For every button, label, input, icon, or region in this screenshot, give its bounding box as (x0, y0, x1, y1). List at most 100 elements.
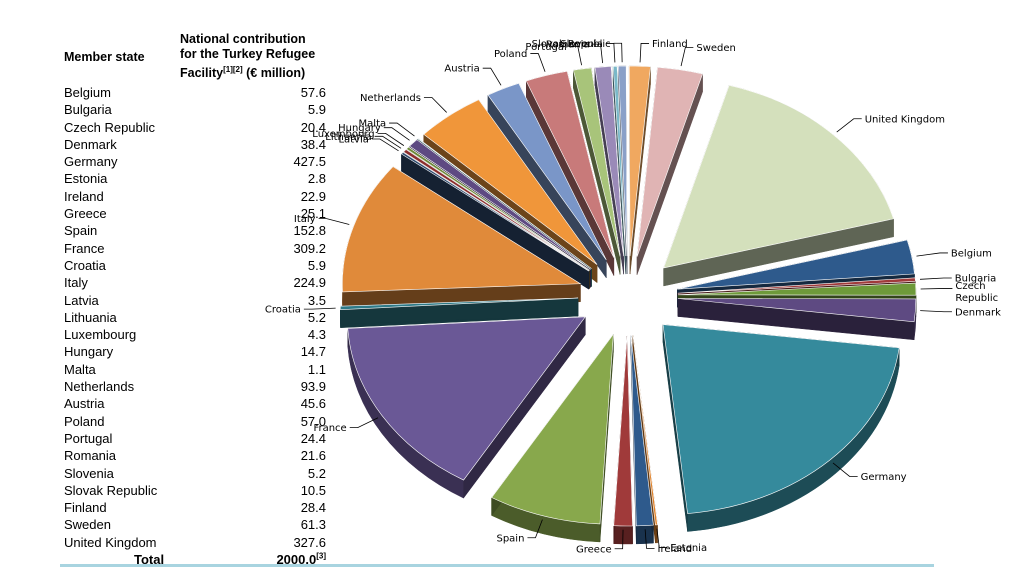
table-row: Italy 224.9 (62, 274, 332, 291)
table-row: Croatia 5.9 (62, 257, 332, 274)
table-row: Estonia 2.8 (62, 170, 332, 187)
row-state-name: Italy (64, 275, 88, 291)
pie-slice-france (347, 316, 586, 481)
leader-line-austria (482, 67, 502, 86)
slice-label-italy: Italy (294, 214, 316, 225)
row-state-name: Luxembourg (64, 327, 137, 343)
table-row: Czech Republic 20.4 (62, 119, 332, 136)
row-contribution-value: 309.2 (293, 240, 326, 256)
row-state-name: Greece (64, 206, 107, 222)
leader-line-croatia (303, 307, 336, 310)
header-contrib-unit: (€ million) (242, 66, 306, 81)
header-contrib-facility: Facility (180, 66, 224, 81)
row-state-name: Austria (64, 396, 105, 412)
row-contribution-value: 10.5 (300, 482, 326, 498)
pie-slice-denmark (677, 298, 917, 323)
table-row: Slovak Republic 10.5 (62, 482, 332, 499)
pie-slice-malta (417, 138, 592, 269)
table-row: Latvia 3.5 (62, 292, 332, 309)
table-row: Netherlands 93.9 (62, 378, 332, 395)
pie-slice-greece (613, 335, 633, 527)
leader-line-germany (832, 462, 858, 477)
row-state-name: Bulgaria (64, 102, 112, 118)
pie-slice-spain (491, 333, 614, 525)
pie-slice-bulgaria (677, 277, 916, 294)
row-contribution-value: 5.9 (307, 257, 326, 273)
pie-slice-slovak-republic (617, 65, 628, 257)
row-state-name: Germany (64, 154, 118, 170)
table-row: Austria 45.6 (62, 395, 332, 412)
slice-label-greece: Greece (576, 544, 612, 555)
row-state-name: Spain (64, 223, 98, 239)
row-contribution-value: 22.9 (300, 188, 326, 204)
slice-label-slovak-republic: Slovak Republic (532, 39, 611, 50)
slice-label-denmark: Denmark (955, 307, 1001, 318)
pie-slice-sweden (636, 67, 703, 257)
row-state-name: Estonia (64, 171, 108, 187)
row-state-name: Poland (64, 413, 105, 429)
pie-slice-italy (342, 166, 582, 293)
leader-line-finland (639, 43, 650, 63)
leader-line-lithuania (374, 135, 402, 149)
slice-label-hungary: Hungary (338, 123, 381, 134)
leader-line-united-kingdom (836, 118, 862, 133)
row-state-name: Denmark (64, 136, 117, 152)
leader-line-belgium (916, 252, 948, 257)
leader-line-malta (389, 122, 415, 137)
row-contribution-value: 5.2 (307, 465, 326, 481)
table-row: Luxembourg 4.3 (62, 326, 332, 343)
table-row: Poland 57.0 (62, 413, 332, 430)
row-state-name: Lithuania (64, 309, 117, 325)
row-state-name: Sweden (64, 517, 111, 533)
table-row: Spain 152.8 (62, 222, 332, 239)
table-row: Germany 427.5 (62, 153, 332, 170)
row-contribution-value: 28.4 (300, 500, 326, 516)
row-state-name: Belgium (64, 85, 111, 100)
row-state-name: France (64, 240, 105, 256)
row-contribution-value: 14.7 (300, 344, 326, 360)
table-row: Ireland 22.9 (62, 188, 332, 205)
slice-label-spain: Spain (496, 533, 524, 544)
leader-line-portugal (569, 45, 582, 66)
row-contribution-value: 38.4 (300, 136, 326, 152)
slice-label-united-kingdom: United Kingdom (865, 114, 945, 125)
slice-label-malta: Malta (359, 119, 387, 130)
pie-slice-germany (662, 324, 900, 514)
slice-label-line: Republic (955, 293, 998, 304)
row-state-name: Ireland (64, 188, 104, 204)
header-contrib-line2: for the Turkey Refugee (180, 47, 316, 61)
pie-slice-austria (487, 82, 607, 261)
slice-label-netherlands: Netherlands (360, 93, 421, 104)
table-row: Sweden 61.3 (62, 516, 332, 533)
row-contribution-value: 3.5 (307, 292, 326, 308)
row-contribution-value: 4.3 (307, 327, 326, 343)
pie-slice-estonia (632, 335, 658, 526)
leader-line-luxembourg (377, 132, 405, 146)
slice-label-lithuania: Lithuania (325, 132, 371, 143)
slice-label-estonia: Estonia (670, 543, 707, 554)
table-row: Malta 1.1 (62, 361, 332, 378)
table-row: Hungary 14.7 (62, 343, 332, 360)
leader-line-latvia (371, 138, 399, 152)
table-row: Bulgaria 5.9 (62, 101, 332, 118)
row-contribution-value: 327.6 (293, 534, 326, 550)
table-row: Romania 21.6 (62, 447, 332, 464)
leader-line-france (349, 417, 379, 429)
pie-slice-united-kingdom (663, 84, 894, 269)
slice-label-portugal: Portugal (525, 42, 566, 53)
row-state-name: Latvia (64, 292, 99, 308)
table-row: Finland 28.4 (62, 499, 332, 516)
table-rows: Belgium 57.6 Bulgaria 5.9 Czech Republic 20.4… (62, 84, 332, 568)
row-contribution-value: 61.3 (300, 517, 326, 533)
row-contribution-value: 93.9 (300, 379, 326, 395)
slice-label-latvia: Latvia (338, 134, 368, 145)
slice-label-slovenia: Slovenia (560, 39, 603, 50)
leader-line-netherlands (423, 97, 447, 113)
leader-line-hungary (383, 127, 410, 141)
row-contribution-value: 224.9 (293, 275, 326, 291)
table-row: Belgium 57.6 (62, 84, 332, 101)
slice-label-sweden: Sweden (696, 43, 736, 54)
row-contribution-value: 427.5 (293, 154, 326, 170)
slice-label-croatia: Croatia (265, 305, 301, 316)
